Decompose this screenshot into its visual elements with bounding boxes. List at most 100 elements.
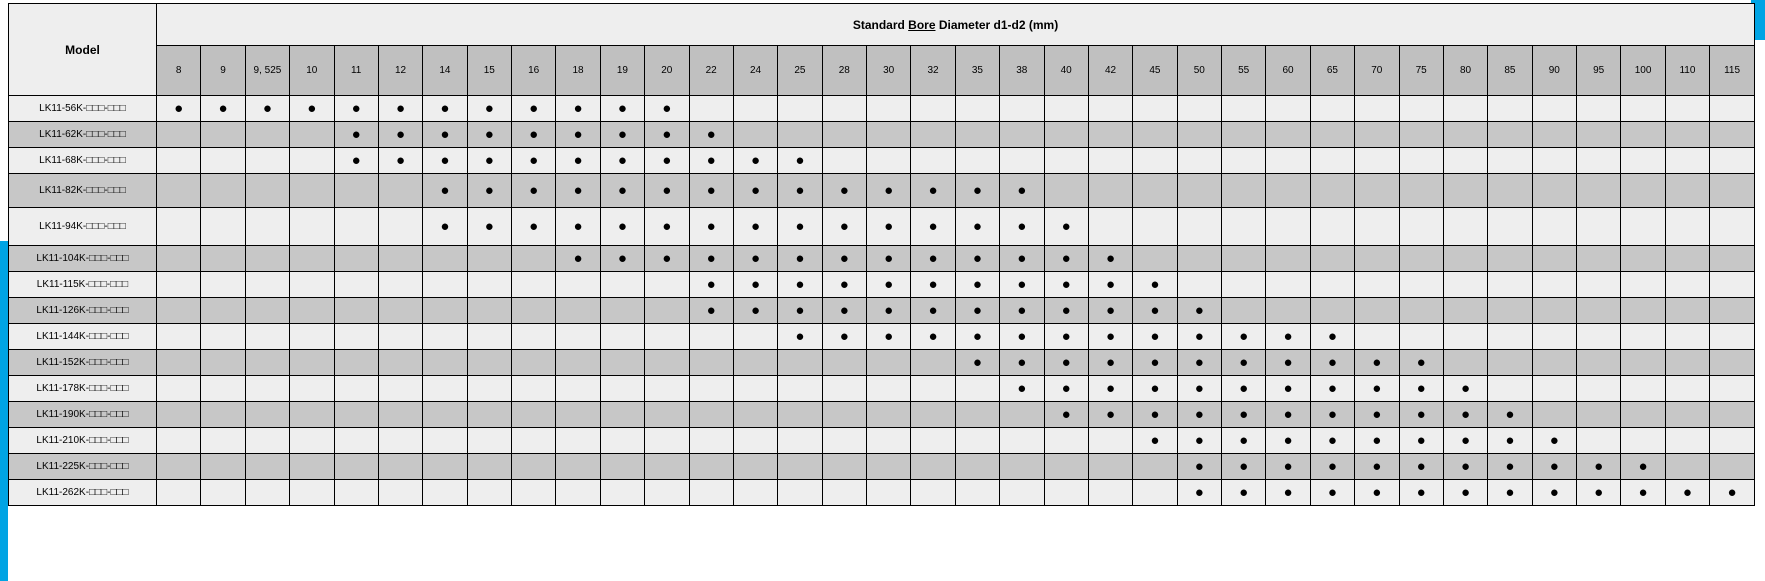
data-cell bbox=[157, 298, 201, 324]
data-cell bbox=[1532, 208, 1576, 246]
data-cell: ● bbox=[1222, 454, 1266, 480]
data-cell bbox=[1266, 148, 1310, 174]
data-cell: ● bbox=[1310, 480, 1354, 506]
data-cell: ● bbox=[423, 122, 467, 148]
data-cell: ● bbox=[1222, 480, 1266, 506]
data-cell bbox=[1621, 376, 1665, 402]
span-header-underline: Bore bbox=[908, 18, 935, 32]
data-cell bbox=[733, 324, 777, 350]
data-cell bbox=[1621, 122, 1665, 148]
data-cell bbox=[1488, 148, 1532, 174]
data-cell bbox=[1532, 96, 1576, 122]
data-cell bbox=[1577, 298, 1621, 324]
accent-bar-left bbox=[0, 241, 8, 581]
data-cell: ● bbox=[955, 208, 999, 246]
data-cell bbox=[1621, 428, 1665, 454]
table-row: LK11-210K-□□□-□□□●●●●●●●●●● bbox=[9, 428, 1755, 454]
data-cell bbox=[1532, 402, 1576, 428]
diameter-header: 65 bbox=[1310, 46, 1354, 96]
data-cell: ● bbox=[1133, 376, 1177, 402]
data-cell bbox=[1621, 148, 1665, 174]
model-cell: LK11-225K-□□□-□□□ bbox=[9, 454, 157, 480]
data-cell bbox=[733, 454, 777, 480]
data-cell bbox=[378, 376, 422, 402]
diameter-header: 30 bbox=[867, 46, 911, 96]
data-cell: ● bbox=[822, 174, 866, 208]
data-cell: ● bbox=[1000, 376, 1044, 402]
data-cell: ● bbox=[1177, 350, 1221, 376]
model-cell: LK11-152K-□□□-□□□ bbox=[9, 350, 157, 376]
data-cell: ● bbox=[1000, 246, 1044, 272]
data-cell bbox=[157, 402, 201, 428]
data-cell bbox=[955, 96, 999, 122]
data-cell: ● bbox=[1355, 428, 1399, 454]
data-cell: ● bbox=[245, 96, 289, 122]
data-cell bbox=[290, 376, 334, 402]
data-cell bbox=[955, 480, 999, 506]
data-cell bbox=[1266, 174, 1310, 208]
data-cell: ● bbox=[867, 174, 911, 208]
data-cell bbox=[1310, 96, 1354, 122]
data-cell bbox=[733, 402, 777, 428]
data-cell bbox=[201, 454, 245, 480]
data-cell bbox=[556, 402, 600, 428]
data-cell bbox=[645, 454, 689, 480]
data-cell: ● bbox=[1266, 480, 1310, 506]
diameter-header: 25 bbox=[778, 46, 822, 96]
data-cell bbox=[157, 350, 201, 376]
data-cell bbox=[1443, 324, 1487, 350]
data-cell: ● bbox=[645, 246, 689, 272]
data-cell bbox=[1488, 246, 1532, 272]
table-row: LK11-82K-□□□-□□□●●●●●●●●●●●●●● bbox=[9, 174, 1755, 208]
data-cell bbox=[290, 402, 334, 428]
data-cell bbox=[822, 96, 866, 122]
table-row: LK11-262K-□□□-□□□●●●●●●●●●●●●● bbox=[9, 480, 1755, 506]
data-cell: ● bbox=[1443, 454, 1487, 480]
data-cell bbox=[689, 480, 733, 506]
data-cell: ● bbox=[645, 208, 689, 246]
data-cell bbox=[1399, 246, 1443, 272]
data-cell: ● bbox=[512, 148, 556, 174]
diameter-header: 55 bbox=[1222, 46, 1266, 96]
data-cell bbox=[290, 122, 334, 148]
data-cell: ● bbox=[600, 208, 644, 246]
data-cell bbox=[1532, 148, 1576, 174]
data-cell bbox=[1000, 96, 1044, 122]
data-cell bbox=[645, 298, 689, 324]
data-cell: ● bbox=[512, 174, 556, 208]
data-cell bbox=[245, 324, 289, 350]
data-cell bbox=[1665, 148, 1709, 174]
data-cell bbox=[600, 428, 644, 454]
data-cell: ● bbox=[1088, 272, 1132, 298]
data-cell bbox=[245, 480, 289, 506]
data-cell: ● bbox=[467, 208, 511, 246]
data-cell bbox=[423, 480, 467, 506]
data-cell bbox=[334, 272, 378, 298]
data-cell bbox=[1088, 96, 1132, 122]
data-cell bbox=[334, 208, 378, 246]
data-cell: ● bbox=[1133, 272, 1177, 298]
table-row: LK11-68K-□□□-□□□●●●●●●●●●●● bbox=[9, 148, 1755, 174]
span-header-pre: Standard bbox=[853, 18, 908, 32]
table-row: LK11-104K-□□□-□□□●●●●●●●●●●●●● bbox=[9, 246, 1755, 272]
data-cell bbox=[645, 376, 689, 402]
model-cell: LK11-56K-□□□-□□□ bbox=[9, 96, 157, 122]
data-cell bbox=[1222, 272, 1266, 298]
data-cell bbox=[157, 148, 201, 174]
data-cell: ● bbox=[1177, 454, 1221, 480]
diameter-header: 15 bbox=[467, 46, 511, 96]
data-cell bbox=[1665, 454, 1709, 480]
data-cell bbox=[245, 272, 289, 298]
data-cell bbox=[1355, 122, 1399, 148]
data-cell: ● bbox=[467, 122, 511, 148]
data-cell bbox=[733, 480, 777, 506]
data-cell: ● bbox=[334, 148, 378, 174]
diameter-header: 110 bbox=[1665, 46, 1709, 96]
data-cell bbox=[245, 428, 289, 454]
data-cell bbox=[1088, 208, 1132, 246]
data-cell bbox=[378, 428, 422, 454]
data-cell bbox=[1177, 96, 1221, 122]
data-cell: ● bbox=[1266, 376, 1310, 402]
data-cell: ● bbox=[733, 174, 777, 208]
data-cell bbox=[1710, 148, 1755, 174]
